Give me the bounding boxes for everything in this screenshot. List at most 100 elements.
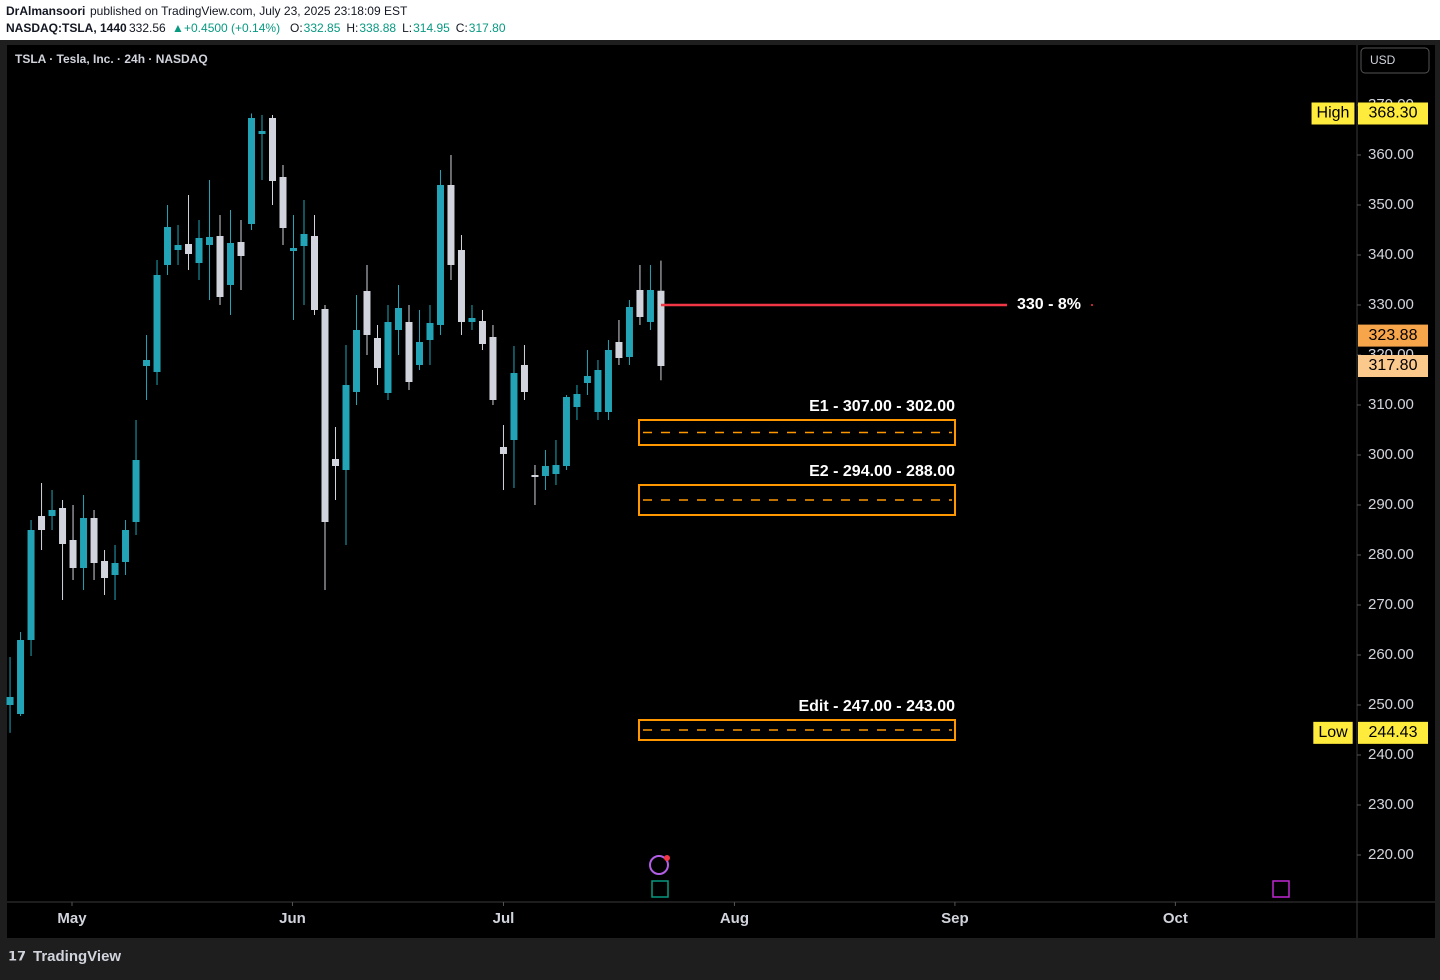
- candle-body: [636, 290, 644, 317]
- x-tick-label: May: [57, 910, 87, 927]
- candle-body: [195, 238, 203, 263]
- candle-body: [248, 118, 256, 224]
- dividend-icon[interactable]: [649, 855, 669, 875]
- earnings-icon[interactable]: [1272, 880, 1290, 898]
- earnings-icon[interactable]: [651, 880, 669, 898]
- currency-button[interactable]: [1360, 47, 1430, 74]
- candle-body: [164, 227, 172, 265]
- candle-body: [352, 330, 360, 392]
- candle-body: [363, 291, 371, 335]
- tag-label-bg: [1311, 102, 1355, 125]
- candle-body: [426, 323, 434, 340]
- candle-body: [132, 460, 140, 522]
- y-tick-label: 290.00: [1368, 496, 1414, 513]
- candle-body: [185, 244, 193, 254]
- chart-title: TSLA · Tesla, Inc. · 24h · NASDAQ: [15, 52, 208, 66]
- candle-body: [489, 337, 497, 400]
- ohlc-label: O:: [290, 21, 303, 35]
- candle-body: [562, 397, 570, 466]
- candle-body: [457, 250, 465, 322]
- author: DrAlmansoori: [6, 4, 85, 18]
- candle-body: [604, 350, 612, 412]
- tag-label-bg: [1313, 721, 1353, 744]
- y-tick-label: 270.00: [1368, 596, 1414, 613]
- entry-zone: [638, 484, 956, 516]
- candle-body: [436, 185, 444, 325]
- candle-body: [615, 342, 623, 358]
- ohlc-label: L:: [402, 21, 412, 35]
- candle-body: [279, 177, 287, 228]
- header-bg: [0, 0, 1440, 40]
- y-tick-label: 240.00: [1368, 746, 1414, 763]
- price-tag-text: 368.30: [1369, 105, 1418, 122]
- candle-body: [59, 508, 67, 544]
- price-tag: [1358, 324, 1428, 347]
- candle-body: [415, 342, 423, 365]
- candle-body: [468, 318, 476, 322]
- price-tag: [1358, 102, 1428, 125]
- candle-body: [111, 563, 119, 575]
- candle-body: [6, 697, 14, 705]
- price-tag-text: 244.43: [1369, 724, 1418, 741]
- plot: 220.00 230.00 240.00 250.00 260.00 270.00 280.…: [6, 96, 1428, 927]
- y-tick-label: 280.00: [1368, 546, 1414, 563]
- candle-body: [594, 370, 602, 412]
- candle-body: [510, 373, 518, 440]
- ohlc-value: 317.80: [469, 21, 506, 35]
- candle-body: [122, 530, 130, 562]
- y-tick-label: 340.00: [1368, 246, 1414, 263]
- chart-bg: [7, 45, 1435, 938]
- price-tag: [1358, 721, 1428, 744]
- change-arrow: ▲: [172, 21, 184, 35]
- candle-body: [290, 248, 298, 251]
- candle-body: [405, 322, 413, 382]
- candle-body: [531, 475, 539, 477]
- candle-body: [394, 308, 402, 330]
- price-tag: [1358, 355, 1428, 377]
- candle-body: [625, 307, 633, 357]
- logo: 𝟭𝟳: [8, 948, 26, 963]
- candle-body: [269, 118, 277, 181]
- y-tick-label: 350.00: [1368, 196, 1414, 213]
- price-tag-text: 323.88: [1369, 327, 1418, 344]
- candle-body: [478, 321, 486, 344]
- candle-body: [499, 447, 507, 454]
- entry-zone: [638, 419, 956, 446]
- price-tag-text: 317.80: [1369, 357, 1418, 374]
- y-tick-label: 260.00: [1368, 646, 1414, 663]
- candle-body: [342, 385, 350, 470]
- candle-body: [384, 322, 392, 393]
- candle-body: [38, 516, 46, 530]
- ohlc: O: 332.85 H: 338.88 L: 314.95 C: 317.80: [290, 21, 506, 35]
- x-tick-label: Aug: [720, 910, 749, 927]
- candle-body: [552, 465, 560, 474]
- candle-body: [237, 242, 245, 256]
- y-tick-label: 300.00: [1368, 446, 1414, 463]
- ohlc-label: C:: [456, 21, 468, 35]
- tag-label: Low: [1318, 724, 1348, 741]
- candle-body: [216, 236, 224, 297]
- candle-body: [48, 510, 56, 516]
- candle-body: [69, 540, 77, 568]
- published: published on TradingView.com, July 23, 2…: [90, 4, 408, 18]
- zone-label: Edit - 247.00 - 243.00: [798, 698, 955, 715]
- last-price: 332.56: [129, 21, 166, 35]
- target-end: [1091, 304, 1093, 306]
- symbol: NASDAQ:TSLA, 1440: [6, 21, 127, 35]
- y-tick-label: 330.00: [1368, 296, 1414, 313]
- candle-body: [153, 275, 161, 372]
- candle-body: [80, 518, 88, 568]
- ohlc-value: 314.95: [413, 21, 450, 35]
- candle-body: [520, 365, 528, 392]
- zone-label: E1 - 307.00 - 302.00: [809, 398, 955, 415]
- currency: USD: [1370, 53, 1396, 67]
- event-icons: [649, 855, 1290, 898]
- candle-body: [447, 185, 455, 265]
- x-tick-label: Jun: [279, 910, 306, 927]
- change: +0.4500 (+0.14%): [184, 21, 280, 35]
- x-tick-label: Sep: [941, 910, 969, 927]
- footer-bg: [0, 938, 1440, 975]
- candle-body: [321, 309, 329, 522]
- x-tick-label: Jul: [493, 910, 515, 927]
